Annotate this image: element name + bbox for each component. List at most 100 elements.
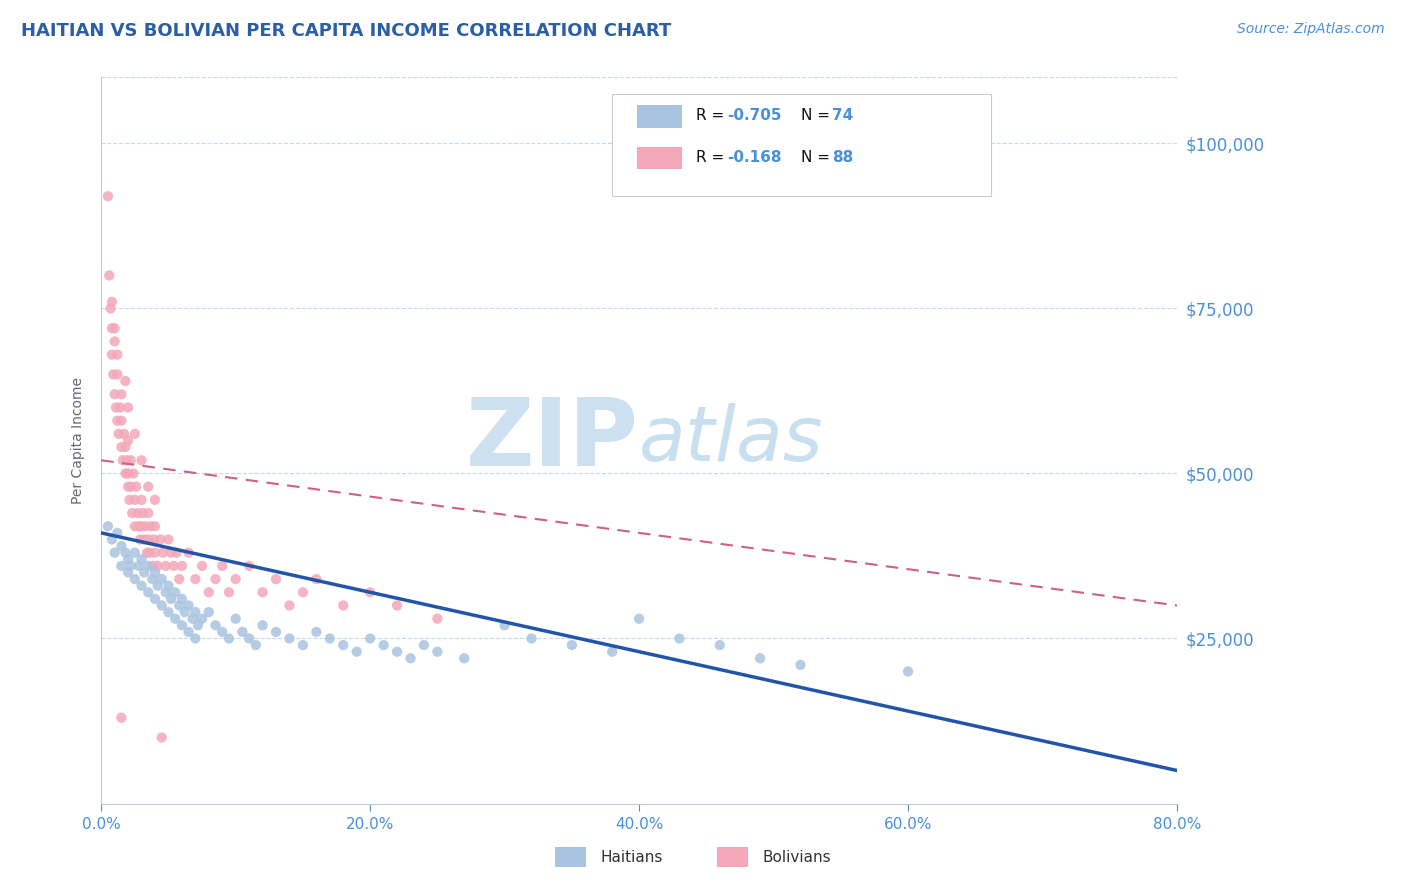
Point (264, 624, 287, 639)
Point (346, 645, 368, 659)
Point (131, 492, 153, 507)
Point (628, 612, 651, 626)
Text: N =: N = (801, 151, 835, 165)
Point (131, 519, 153, 533)
Point (426, 612, 449, 626)
Point (166, 546, 188, 560)
Point (225, 572, 247, 586)
Point (413, 638, 436, 652)
Point (136, 480, 159, 494)
Point (105, 525, 128, 540)
Point (385, 599, 408, 613)
Point (131, 552, 153, 566)
Point (134, 566, 156, 580)
Point (105, 414, 128, 428)
Point (124, 546, 146, 560)
Point (98, 268, 121, 283)
Point (114, 546, 136, 560)
Point (897, 665, 920, 679)
Point (278, 632, 301, 646)
Point (136, 558, 159, 573)
Point (157, 579, 180, 593)
Point (264, 572, 287, 586)
Text: -0.168: -0.168 (727, 151, 782, 165)
Point (131, 453, 153, 467)
Point (124, 572, 146, 586)
Point (110, 387, 132, 401)
Point (149, 533, 172, 547)
Point (136, 506, 159, 520)
Point (561, 638, 583, 652)
Text: R =: R = (696, 109, 730, 123)
Point (291, 585, 314, 599)
Point (122, 467, 145, 481)
Point (143, 546, 166, 560)
Point (104, 546, 127, 560)
Point (136, 546, 159, 560)
Point (111, 453, 134, 467)
Point (187, 618, 209, 632)
Point (520, 632, 543, 646)
Point (749, 651, 772, 665)
Point (100, 301, 122, 316)
Point (373, 638, 395, 652)
Point (177, 599, 200, 613)
Point (600, 645, 623, 659)
Point (170, 618, 193, 632)
Point (117, 467, 139, 481)
Point (105, 348, 128, 362)
Point (110, 558, 132, 573)
Point (120, 453, 142, 467)
Point (127, 506, 149, 520)
Point (121, 506, 143, 520)
Point (231, 624, 253, 639)
Point (709, 638, 731, 652)
Text: -0.705: -0.705 (727, 109, 782, 123)
Point (142, 533, 165, 547)
Point (117, 566, 139, 580)
Point (165, 585, 187, 599)
Point (129, 533, 152, 547)
Point (143, 519, 166, 533)
Point (177, 546, 200, 560)
Point (97, 189, 120, 203)
Point (225, 612, 247, 626)
Point (143, 591, 166, 606)
Point (118, 492, 141, 507)
Point (238, 558, 260, 573)
Point (101, 294, 124, 309)
Point (218, 632, 240, 646)
Point (117, 480, 139, 494)
Point (184, 572, 207, 586)
Point (134, 533, 156, 547)
Point (139, 519, 162, 533)
Point (453, 651, 475, 665)
Text: 74: 74 (832, 109, 853, 123)
Point (167, 599, 190, 613)
Point (128, 519, 150, 533)
Text: ZIP: ZIP (467, 394, 640, 486)
Point (198, 585, 221, 599)
Point (124, 426, 146, 441)
Point (117, 552, 139, 566)
Point (97, 519, 120, 533)
Point (204, 572, 226, 586)
Point (101, 348, 124, 362)
Point (143, 492, 166, 507)
Point (291, 638, 314, 652)
Point (332, 599, 354, 613)
Point (132, 506, 155, 520)
Point (155, 585, 177, 599)
Point (165, 612, 187, 626)
Point (157, 605, 180, 619)
Text: atlas: atlas (640, 403, 824, 477)
Point (136, 533, 159, 547)
Point (135, 519, 157, 533)
Point (104, 334, 127, 349)
Text: HAITIAN VS BOLIVIAN PER CAPITA INCOME CORRELATION CHART: HAITIAN VS BOLIVIAN PER CAPITA INCOME CO… (21, 22, 671, 40)
Point (211, 624, 233, 639)
Point (141, 558, 163, 573)
Point (150, 599, 173, 613)
Point (399, 651, 422, 665)
Point (131, 579, 153, 593)
